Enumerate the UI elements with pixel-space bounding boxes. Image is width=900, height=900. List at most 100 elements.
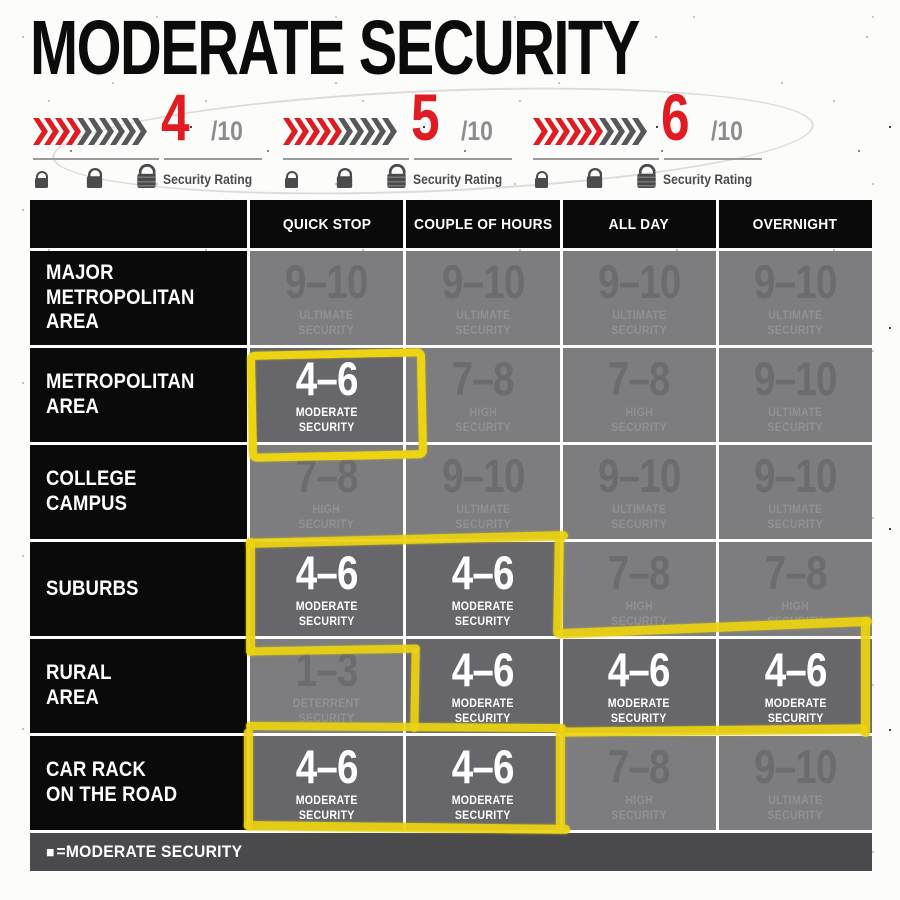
cell-range: 9–10: [754, 255, 837, 309]
cell-level: MODERATE SECURITY: [451, 795, 514, 822]
legend-swatch-icon: ■: [46, 844, 55, 861]
cell-level: MODERATE SECURITY: [295, 795, 358, 822]
table-cell: 9–10 ULTIMATE SECURITY: [250, 251, 404, 345]
cell-range: 7–8: [608, 546, 671, 600]
chevron-icon: [283, 118, 298, 145]
column-header: QUICK STOP: [282, 215, 371, 233]
table-cell-highlighted: 4–6 MODERATE SECURITY: [562, 639, 716, 733]
cell-range: 9–10: [441, 449, 525, 503]
chevron-icon: [533, 118, 548, 145]
cell-range: 7–8: [451, 352, 515, 406]
padlock-icon: [637, 163, 656, 188]
divider: [533, 158, 659, 160]
row-header: COLLEGE CAMPUS: [30, 445, 247, 539]
row-header: MAJOR METROPOLITAN AREA: [30, 251, 247, 345]
marker-stroke: [556, 729, 565, 832]
cell-range: 7–8: [608, 740, 671, 794]
cell-range: 9–10: [754, 449, 837, 503]
padlock-icon: [336, 167, 352, 188]
marker-stroke: [861, 617, 870, 737]
cell-level: ULTIMATE SECURITY: [611, 310, 667, 337]
rating-score: 5: [411, 80, 440, 154]
cell-range: 9–10: [754, 740, 837, 794]
security-rating-meter-6: 6 /10 Security Rating: [533, 84, 781, 192]
padlock-icon: [535, 171, 548, 188]
cell-level: HIGH SECURITY: [455, 407, 511, 434]
divider: [33, 158, 159, 160]
cell-level: ULTIMATE SECURITY: [767, 407, 824, 434]
cell-range: 9–10: [441, 255, 525, 309]
padlock-icon: [35, 171, 48, 188]
rating-denominator: /10: [211, 116, 243, 146]
chevron-meter: [283, 118, 397, 145]
table-cell: 9–10 ULTIMATE SECURITY: [718, 736, 872, 830]
table-cell: 9–10 ULTIMATE SECURITY: [718, 348, 872, 442]
row-label: COLLEGE CAMPUS: [46, 467, 137, 515]
marker-stroke: [244, 728, 253, 830]
cell-level: DETERRENT SECURITY: [293, 698, 361, 725]
padlock-row: [35, 163, 156, 188]
cell-range: 4–6: [295, 740, 359, 794]
cell-level: MODERATE SECURITY: [608, 698, 671, 725]
padlock-icon: [137, 163, 156, 188]
cell-level: MODERATE SECURITY: [764, 698, 827, 725]
rating-denominator: /10: [711, 116, 743, 146]
divider: [414, 158, 512, 160]
cell-level: MODERATE SECURITY: [451, 601, 514, 628]
cell-range: 4–6: [451, 643, 515, 697]
row-header: METROPOLITAN AREA: [30, 348, 247, 442]
cell-level: MODERATE SECURITY: [451, 698, 514, 725]
cell-level: ULTIMATE SECURITY: [767, 504, 824, 531]
padlock-icon: [86, 167, 102, 188]
cell-range: 9–10: [597, 449, 681, 503]
rating-score: 4: [161, 80, 190, 154]
table-cell-highlighted: 4–6 MODERATE SECURITY: [406, 736, 560, 830]
chevron-icon: [33, 118, 48, 145]
column-header: ALL DAY: [609, 215, 670, 233]
column-header: OVERNIGHT: [753, 215, 838, 233]
cell-level: MODERATE SECURITY: [295, 601, 358, 628]
rating-caption: Security Rating: [663, 172, 753, 187]
table-cell: 9–10 ULTIMATE SECURITY: [718, 251, 872, 345]
table-cell-highlighted: 4–6 MODERATE SECURITY: [406, 542, 560, 636]
table-cell-highlighted: 4–6 MODERATE SECURITY: [406, 639, 560, 733]
legend-text: =MODERATE SECURITY: [56, 842, 243, 861]
marker-stroke: [553, 536, 564, 638]
cell-range: 9–10: [754, 352, 837, 406]
cell-range: 4–6: [451, 740, 515, 794]
table-cell-highlighted: 4–6 MODERATE SECURITY: [250, 736, 404, 830]
row-header: SUBURBS: [30, 542, 247, 636]
padlock-icon: [387, 163, 406, 188]
padlock-row: [535, 163, 656, 188]
header-cell: QUICK STOP: [250, 200, 404, 248]
header-cell: COUPLE OF HOURS: [406, 200, 560, 248]
legend-bar: ■ =MODERATE SECURITY: [30, 833, 872, 871]
cell-level: HIGH SECURITY: [611, 795, 667, 822]
security-rating-meter-4: 4 /10 Security Rating: [33, 84, 281, 192]
marker-highlight-box: [246, 348, 428, 462]
chevron-meter: [533, 118, 647, 145]
padlock-icon: [586, 167, 602, 188]
legend-label: ■ =MODERATE SECURITY: [46, 842, 242, 862]
cell-range: 4–6: [451, 546, 515, 600]
rating-caption: Security Rating: [413, 172, 503, 187]
cell-range: 7–8: [295, 449, 359, 503]
marker-stroke: [410, 647, 420, 733]
rating-denominator: /10: [461, 116, 493, 146]
row-header: CAR RACK ON THE ROAD: [30, 736, 247, 830]
header-cell: ALL DAY: [562, 200, 716, 248]
cell-range: 9–10: [285, 255, 368, 309]
row-label: SUBURBS: [46, 576, 139, 600]
cell-level: ULTIMATE SECURITY: [767, 310, 824, 337]
table-cell: 9–10 ULTIMATE SECURITY: [562, 445, 716, 539]
security-rating-meter-5: 5 /10 Security Rating: [283, 84, 531, 192]
table-cell: 9–10 ULTIMATE SECURITY: [562, 251, 716, 345]
cell-range: 7–8: [608, 352, 671, 406]
table-cell: 9–10 ULTIMATE SECURITY: [406, 251, 560, 345]
table-cell-highlighted: 4–6 MODERATE SECURITY: [718, 639, 872, 733]
cell-range: 4–6: [608, 643, 671, 697]
cell-level: ULTIMATE SECURITY: [455, 310, 511, 337]
column-header: COUPLE OF HOURS: [413, 215, 553, 233]
